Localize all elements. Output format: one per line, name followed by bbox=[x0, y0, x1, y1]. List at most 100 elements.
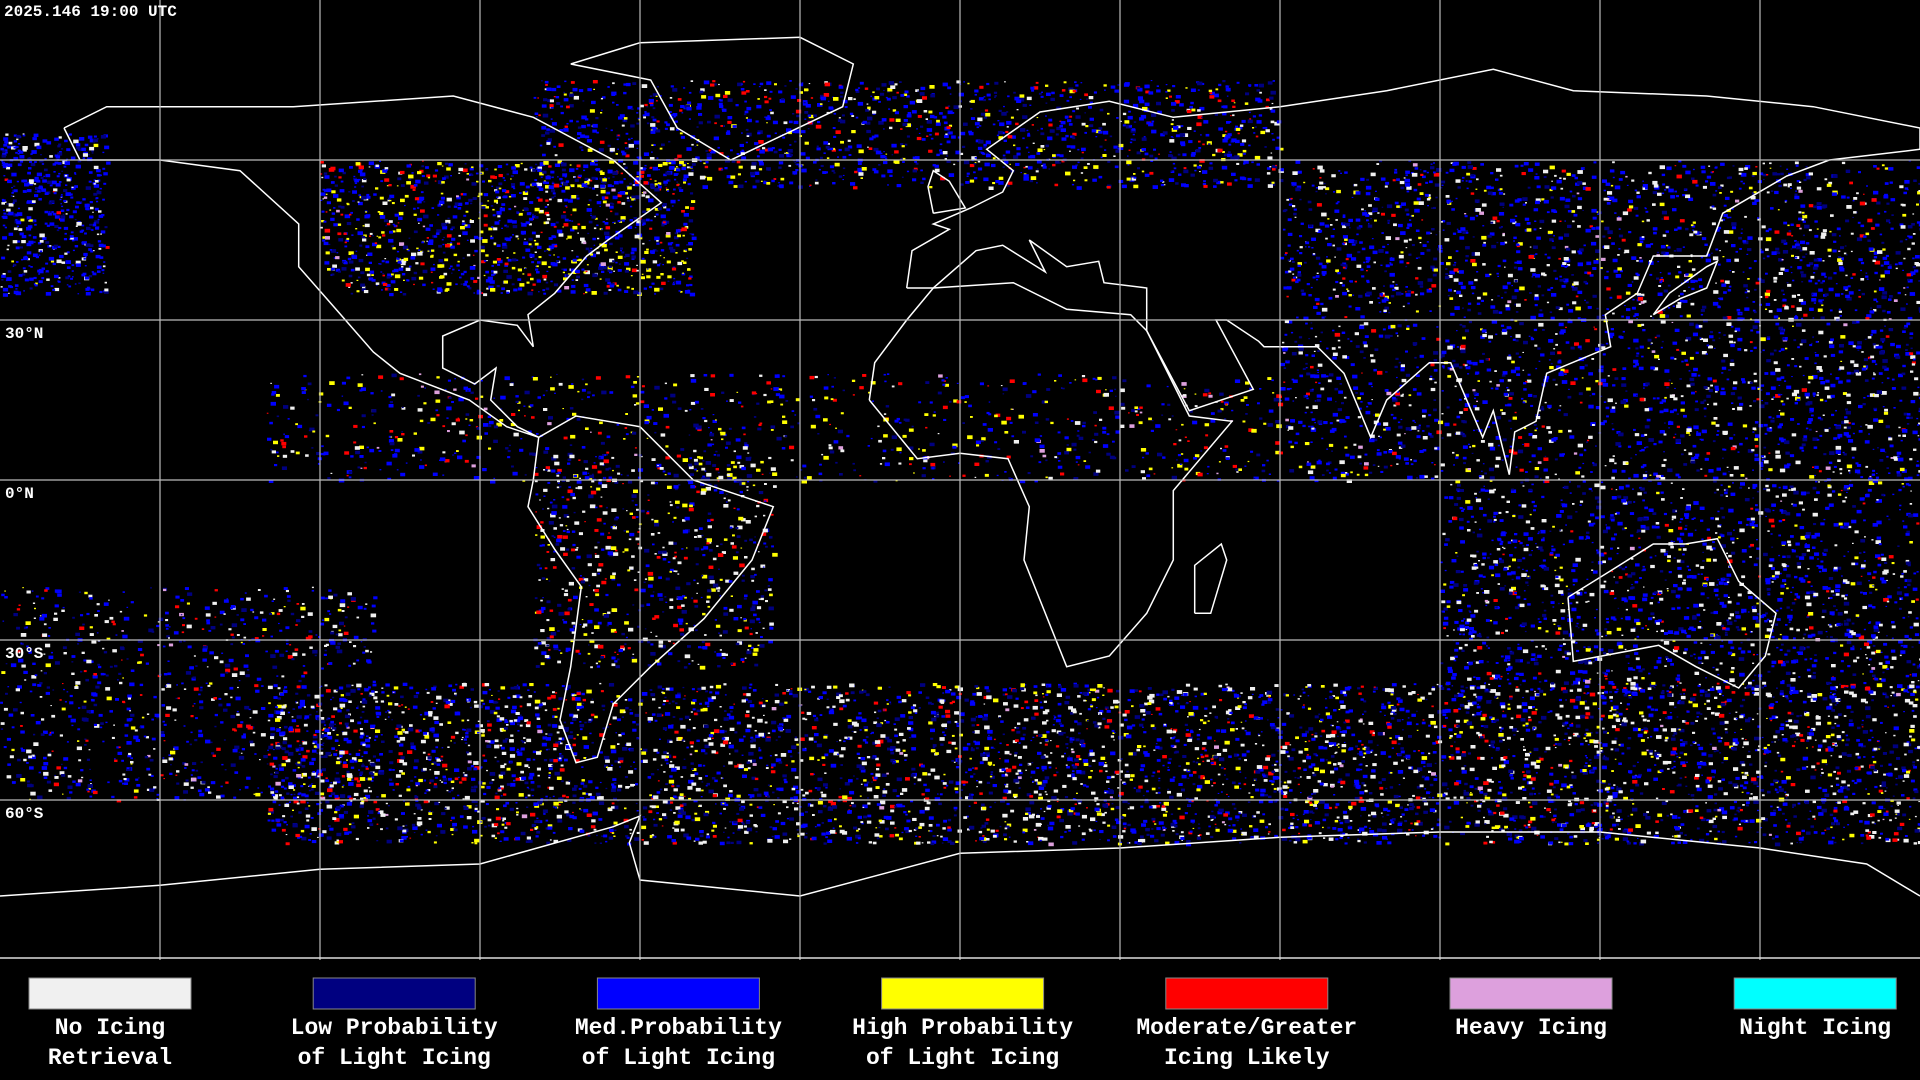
icing-pixel bbox=[1098, 761, 1105, 766]
icing-pixel bbox=[1502, 710, 1505, 712]
icing-pixel bbox=[413, 832, 416, 834]
icing-pixel bbox=[1711, 686, 1714, 688]
icing-pixel bbox=[1242, 706, 1247, 710]
icing-pixel bbox=[1530, 688, 1534, 691]
icing-pixel bbox=[1601, 765, 1607, 770]
icing-pixel bbox=[1744, 781, 1749, 785]
icing-pixel bbox=[1239, 788, 1242, 790]
icing-pixel bbox=[1654, 684, 1657, 686]
icing-pixel bbox=[300, 785, 304, 788]
icing-pixel bbox=[1910, 779, 1915, 783]
icing-pixel bbox=[503, 837, 509, 841]
icing-pixel bbox=[1351, 801, 1357, 806]
icing-pixel bbox=[1771, 741, 1774, 743]
icing-pixel bbox=[1206, 759, 1210, 762]
icing-pixel bbox=[1575, 697, 1581, 701]
icing-pixel bbox=[1644, 782, 1649, 786]
icing-pixel bbox=[724, 827, 727, 829]
icing-pixel bbox=[995, 829, 999, 832]
icing-pixel bbox=[612, 824, 615, 827]
icing-pixel bbox=[970, 717, 976, 722]
icing-pixel bbox=[524, 764, 529, 768]
icing-pixel bbox=[1238, 812, 1241, 815]
icing-pixel bbox=[1701, 752, 1707, 756]
icing-pixel bbox=[1520, 718, 1526, 722]
icing-pixel bbox=[832, 705, 836, 708]
icing-pixel bbox=[1330, 770, 1335, 774]
icing-pixel bbox=[1216, 729, 1221, 733]
icing-pixel bbox=[415, 782, 420, 786]
icing-pixel bbox=[1633, 683, 1639, 687]
icing-pixel bbox=[1018, 776, 1022, 779]
icing-pixel bbox=[1173, 751, 1177, 754]
icing-pixel bbox=[1855, 752, 1860, 756]
icing-pixel bbox=[517, 723, 520, 726]
icing-pixel bbox=[585, 792, 588, 795]
icing-pixel bbox=[1384, 688, 1391, 692]
icing-pixel bbox=[607, 807, 613, 812]
icing-pixel bbox=[599, 751, 603, 754]
icing-pixel bbox=[1271, 783, 1274, 786]
icing-pixel bbox=[1420, 797, 1423, 799]
icing-pixel bbox=[1885, 694, 1888, 696]
icing-pixel bbox=[1341, 733, 1346, 737]
icing-pixel bbox=[851, 802, 854, 805]
icing-pixel bbox=[1571, 683, 1574, 686]
icing-pixel bbox=[1359, 763, 1363, 766]
icing-pixel bbox=[682, 686, 685, 689]
icing-pixel bbox=[1741, 763, 1746, 767]
icing-pixel bbox=[1893, 726, 1899, 731]
icing-pixel bbox=[1313, 789, 1319, 793]
icing-pixel bbox=[648, 720, 652, 723]
icing-pixel bbox=[1107, 719, 1113, 723]
icing-pixel bbox=[1187, 804, 1191, 807]
icing-pixel bbox=[329, 784, 334, 788]
icing-pixel bbox=[992, 784, 997, 788]
icing-pixel bbox=[1116, 820, 1121, 825]
icing-pixel bbox=[708, 698, 714, 702]
icing-pixel bbox=[1472, 701, 1477, 705]
icing-pixel bbox=[679, 804, 684, 807]
icing-pixel bbox=[903, 754, 908, 757]
icing-pixel bbox=[636, 810, 639, 812]
icing-pixel bbox=[556, 731, 560, 734]
icing-pixel bbox=[1911, 709, 1915, 712]
icing-pixel bbox=[1480, 725, 1484, 727]
icing-pixel bbox=[997, 751, 1000, 753]
icing-pixel bbox=[558, 725, 564, 729]
icing-pixel bbox=[1821, 759, 1827, 764]
icing-pixel bbox=[1590, 804, 1593, 806]
icing-pixel bbox=[1271, 753, 1276, 757]
icing-pixel bbox=[1453, 709, 1459, 713]
icing-pixel bbox=[278, 764, 282, 767]
icing-pixel bbox=[267, 812, 271, 815]
icing-pixel bbox=[935, 711, 939, 715]
icing-pixel bbox=[1554, 743, 1558, 745]
icing-pixel bbox=[1445, 716, 1448, 719]
icing-pixel bbox=[463, 825, 468, 829]
icing-pixel bbox=[1448, 820, 1452, 823]
icing-pixel bbox=[1276, 787, 1282, 791]
icing-pixel bbox=[910, 706, 915, 709]
icing-pixel bbox=[1728, 781, 1733, 785]
icing-pixel bbox=[1601, 697, 1603, 699]
icing-pixel bbox=[1344, 819, 1350, 824]
icing-pixel bbox=[1540, 835, 1545, 839]
icing-pixel bbox=[889, 834, 895, 838]
icing-pixel bbox=[1474, 799, 1478, 803]
icing-pixel bbox=[595, 786, 599, 789]
icing-pixel bbox=[422, 751, 426, 754]
icing-pixel bbox=[1533, 793, 1536, 795]
icing-pixel bbox=[702, 764, 706, 767]
icing-pixel bbox=[424, 792, 427, 794]
icing-pixel bbox=[507, 696, 511, 699]
icing-pixel bbox=[925, 797, 930, 801]
icing-pixel bbox=[525, 840, 530, 843]
icing-pixel bbox=[1494, 696, 1498, 699]
icing-pixel bbox=[1042, 696, 1045, 698]
icing-pixel bbox=[1025, 706, 1030, 709]
icing-pixel bbox=[1732, 783, 1738, 787]
icing-pixel bbox=[1255, 770, 1261, 774]
icing-pixel bbox=[1285, 694, 1289, 697]
icing-pixel bbox=[1023, 718, 1029, 722]
